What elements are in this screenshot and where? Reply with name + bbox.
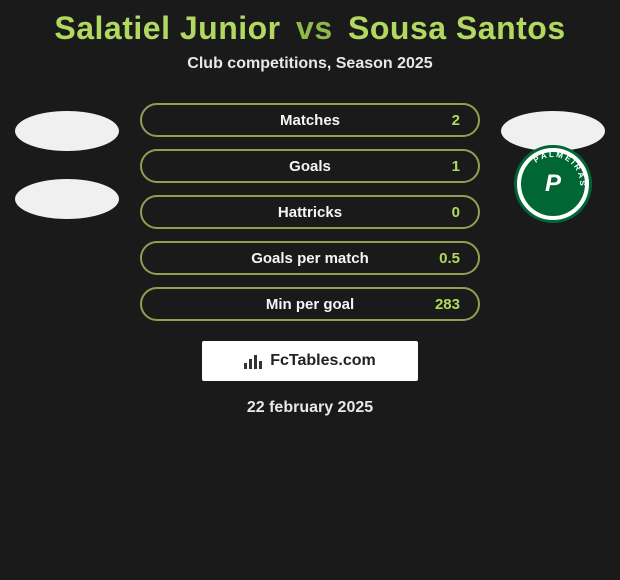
stats-column: Matches 2 Goals 1 Hattricks 0 Goals per match 0… [140,103,480,321]
club-ring-icon: PALMEIRAS [521,152,585,216]
club-badge-inner: PALMEIRAS P [521,152,585,216]
stat-pill: Hattricks 0 [140,195,480,229]
comparison-title: Salatiel Junior vs Sousa Santos [0,10,620,47]
player1-avatar [15,111,119,151]
vs-text: vs [296,10,333,46]
player1-name: Salatiel Junior [54,10,280,46]
infographic-container: Salatiel Junior vs Sousa Santos Club com… [0,0,620,417]
right-column: PALMEIRAS P [498,103,608,223]
stat-pill: Matches 2 [140,103,480,137]
brand-box: FcTables.com [202,341,418,381]
player2-club-badge: PALMEIRAS P [514,145,592,223]
stat-value: 0.5 [439,250,460,267]
player2-name: Sousa Santos [348,10,566,46]
brand-name: FcTables.com [270,352,376,370]
stat-pill: Min per goal 283 [140,287,480,321]
stat-pill: Goals 1 [140,149,480,183]
stat-label: Hattricks [278,204,342,221]
stat-value: 283 [435,296,460,313]
stat-label: Goals per match [251,250,369,267]
date-text: 22 february 2025 [0,399,620,417]
title-row: Salatiel Junior vs Sousa Santos [0,10,620,47]
left-column [12,103,122,219]
stat-value: 1 [452,158,460,175]
subtitle: Club competitions, Season 2025 [0,55,620,73]
stat-value: 0 [452,204,460,221]
stat-pill: Goals per match 0.5 [140,241,480,275]
brand-chart-icon [244,353,264,369]
player1-club-placeholder [15,179,119,219]
stat-label: Goals [289,158,331,175]
stat-label: Min per goal [266,296,354,313]
stat-label: Matches [280,112,340,129]
main-row: Matches 2 Goals 1 Hattricks 0 Goals per match 0… [0,103,620,321]
svg-text:PALMEIRAS: PALMEIRAS [532,152,585,188]
stat-value: 2 [452,112,460,129]
